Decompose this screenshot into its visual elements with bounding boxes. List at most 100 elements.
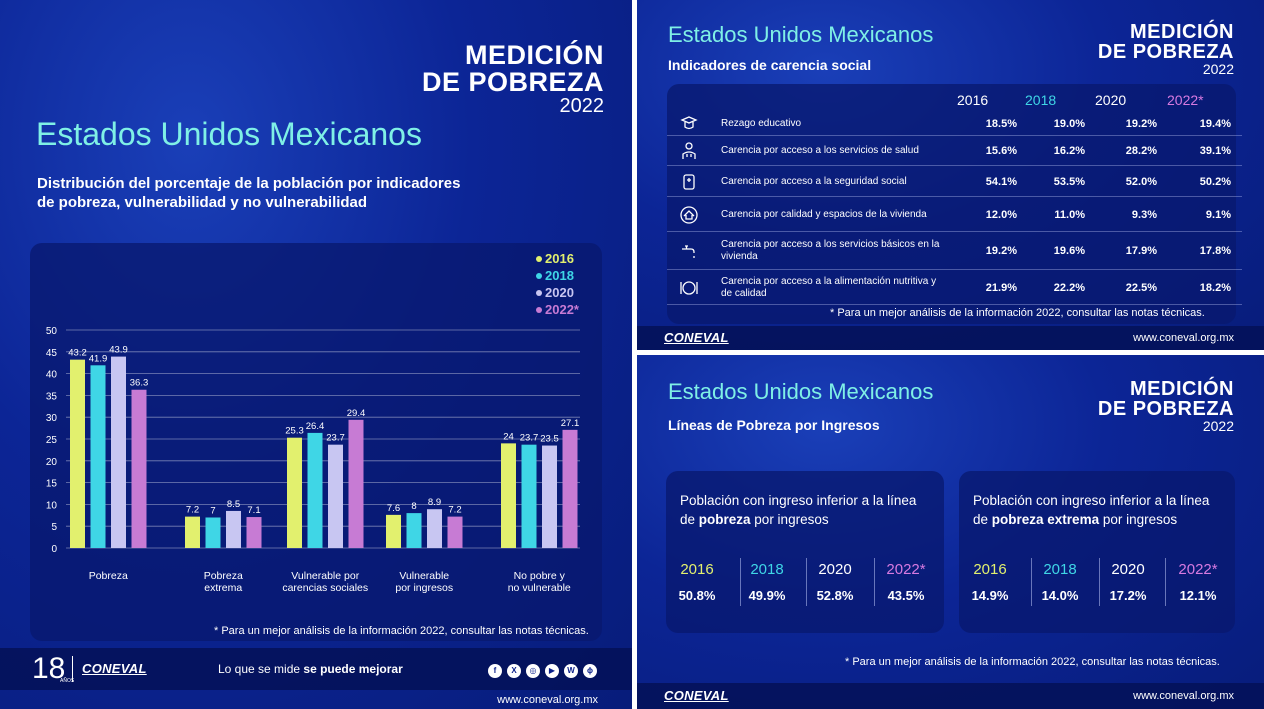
year-cell: 2018 14.0% (1041, 561, 1079, 603)
x-twitter-icon[interactable]: X (507, 664, 521, 678)
year-cell: 2018 49.9% (748, 561, 786, 603)
data-label: 7.2 (448, 505, 461, 516)
category-label: Pobreza (204, 570, 243, 582)
category-label: extrema (204, 582, 242, 594)
house-icon (680, 205, 698, 224)
table-row: Carencia por acceso a los servicios bási… (667, 232, 1242, 270)
year-cell: 2022* 43.5% (886, 561, 926, 603)
bar-2020-cat1 (226, 510, 241, 548)
row-value: 50.2% (1199, 175, 1231, 188)
footnote: * Para un mejor análisis de la informaci… (830, 307, 1205, 319)
category-label: Vulnerable por (291, 570, 359, 582)
y-tick-label: 50 (46, 326, 58, 337)
podcast-icon[interactable]: ϕ (583, 664, 597, 678)
site-url[interactable]: www.coneval.org.mx (1133, 690, 1234, 702)
bar-2018-cat4 (521, 444, 537, 548)
anniversary-18: 18 (32, 652, 66, 685)
category-label: por ingresos (395, 582, 453, 594)
site-url[interactable]: www.coneval.org.mx (1133, 332, 1234, 344)
pobreza-ingresos-caption: Población con ingreso inferior a la líne… (680, 493, 917, 527)
y-tick-label: 30 (46, 413, 58, 424)
footnote: * Para un mejor análisis de la informaci… (214, 625, 589, 637)
category-label: no vulnerable (508, 582, 571, 594)
bar-2020-cat2 (328, 444, 343, 548)
site-url[interactable]: www.coneval.org.mx (497, 694, 598, 706)
plate-icon (680, 280, 698, 295)
chart-card: 0 5 10 15 20 25 30 35 40 45 50 43.2 7.2 25.3 7.6 24 41.9… (30, 243, 602, 641)
page-title: Estados Unidos Mexicanos (668, 379, 934, 404)
legend-dot-2022 (536, 307, 542, 313)
footer-bar: CONEVAL www.coneval.org.mx (637, 683, 1264, 709)
category-label: carencias sociales (282, 582, 368, 594)
page-title: Estados Unidos Mexicanos (668, 22, 934, 47)
row-value: 18.2% (1199, 281, 1231, 294)
year-cell: 2020 52.8% (816, 561, 854, 603)
income-subtitle: Líneas de Pobreza por Ingresos (668, 417, 880, 433)
wordpress-icon[interactable]: W (564, 664, 578, 678)
y-tick-label: 45 (46, 348, 58, 359)
carencia-social-panel: Estados Unidos Mexicanos Indicadores de … (637, 0, 1264, 350)
row-value: 19.0% (1053, 118, 1085, 130)
pobreza-ingresos-card: Población con ingreso inferior a la líne… (666, 471, 944, 633)
y-tick-label: 0 (51, 544, 57, 555)
instagram-icon[interactable]: ◎ (526, 664, 540, 678)
pobreza-extrema-ingresos-card: Población con ingreso inferior a la líne… (959, 471, 1235, 633)
data-label: 36.3 (130, 378, 149, 389)
cell-divider (1099, 558, 1100, 606)
coneval-logo: CONEVAL (664, 330, 729, 345)
row-label: Carencia por acceso a la alimentación nu… (721, 275, 937, 299)
row-value: 54.1% (985, 175, 1017, 188)
row-value: 16.2% (1053, 145, 1085, 157)
data-label: 8.5 (227, 499, 240, 510)
row-value: 21.9% (985, 281, 1017, 294)
row-value: 9.3% (1131, 208, 1157, 221)
y-tick-label: 20 (46, 457, 58, 468)
y-tick-label: 15 (46, 479, 58, 490)
data-label: 27.1 (561, 418, 580, 429)
bar-2022-cat0 (131, 389, 147, 548)
footer-bar: 18 AÑOS CONEVAL Lo que se mide se puede … (0, 648, 632, 690)
category-label: Vulnerable (399, 570, 449, 582)
row-label: Rezago educativo (721, 118, 802, 129)
data-label: 8 (411, 501, 416, 512)
footer-bar: CONEVAL www.coneval.org.mx (637, 326, 1264, 350)
table-row: Carencia por acceso a los servicios de s… (667, 136, 1242, 166)
footnote: * Para un mejor análisis de la informaci… (845, 656, 1220, 668)
row-value: 39.1% (1199, 145, 1231, 157)
row-value: 9.1% (1205, 208, 1231, 221)
year-2018-header: 2018 (1025, 92, 1057, 108)
year-2016-header: 2016 (957, 92, 989, 108)
facebook-icon[interactable]: f (488, 664, 502, 678)
data-label: 7.6 (387, 503, 400, 514)
bar-2020-cat0 (111, 356, 126, 548)
cell-divider (740, 558, 741, 606)
table-row: Carencia por acceso a la alimentación nu… (667, 270, 1242, 305)
table-row: Rezago educativo 18.5% 19.0% 19.2% 19.4% (667, 112, 1242, 136)
row-value: 52.0% (1125, 175, 1157, 188)
data-label: 7 (210, 505, 215, 516)
anniversary-label: AÑOS (60, 678, 75, 684)
y-tick-label: 40 (46, 370, 58, 381)
bar-2016-cat4 (501, 443, 516, 548)
data-label: 8.9 (428, 497, 441, 508)
cell-divider (1031, 558, 1032, 606)
coneval-logo: CONEVAL (82, 661, 147, 676)
bar-2020-cat3 (427, 509, 442, 548)
row-value: 19.2% (985, 245, 1017, 257)
legend-dot-2020 (536, 290, 542, 296)
bar-2018-cat0 (90, 365, 106, 548)
year-cell: 2016 50.8% (678, 561, 716, 603)
row-value: 53.5% (1053, 175, 1085, 188)
year-cell: 2020 17.2% (1109, 561, 1147, 603)
year-2020-header: 2020 (1095, 92, 1127, 108)
bar-2022-cat3 (447, 516, 463, 548)
data-label: 43.9 (109, 345, 128, 356)
y-tick-label: 5 (51, 522, 57, 533)
poverty-bar-chart: 0 5 10 15 20 25 30 35 40 45 50 43.2 7.2 25.3 7.6 24 41.9… (46, 251, 580, 594)
data-label: 7.2 (186, 505, 199, 516)
footer-divider (72, 656, 73, 682)
youtube-icon[interactable]: ▶ (545, 664, 559, 678)
table-row: Carencia por acceso a la seguridad socia… (667, 166, 1242, 197)
bar-2020-cat4 (542, 445, 557, 548)
legend-label: 2022* (545, 302, 580, 317)
